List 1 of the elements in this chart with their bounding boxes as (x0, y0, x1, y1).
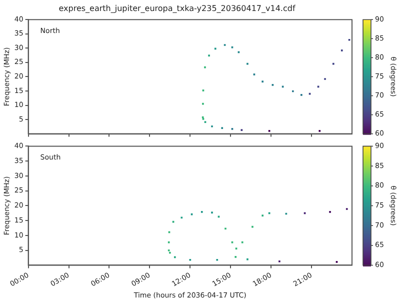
chart-title: expres_earth_jupiter_europa_txka-y235_20360417_v14.cdf (58, 4, 296, 13)
